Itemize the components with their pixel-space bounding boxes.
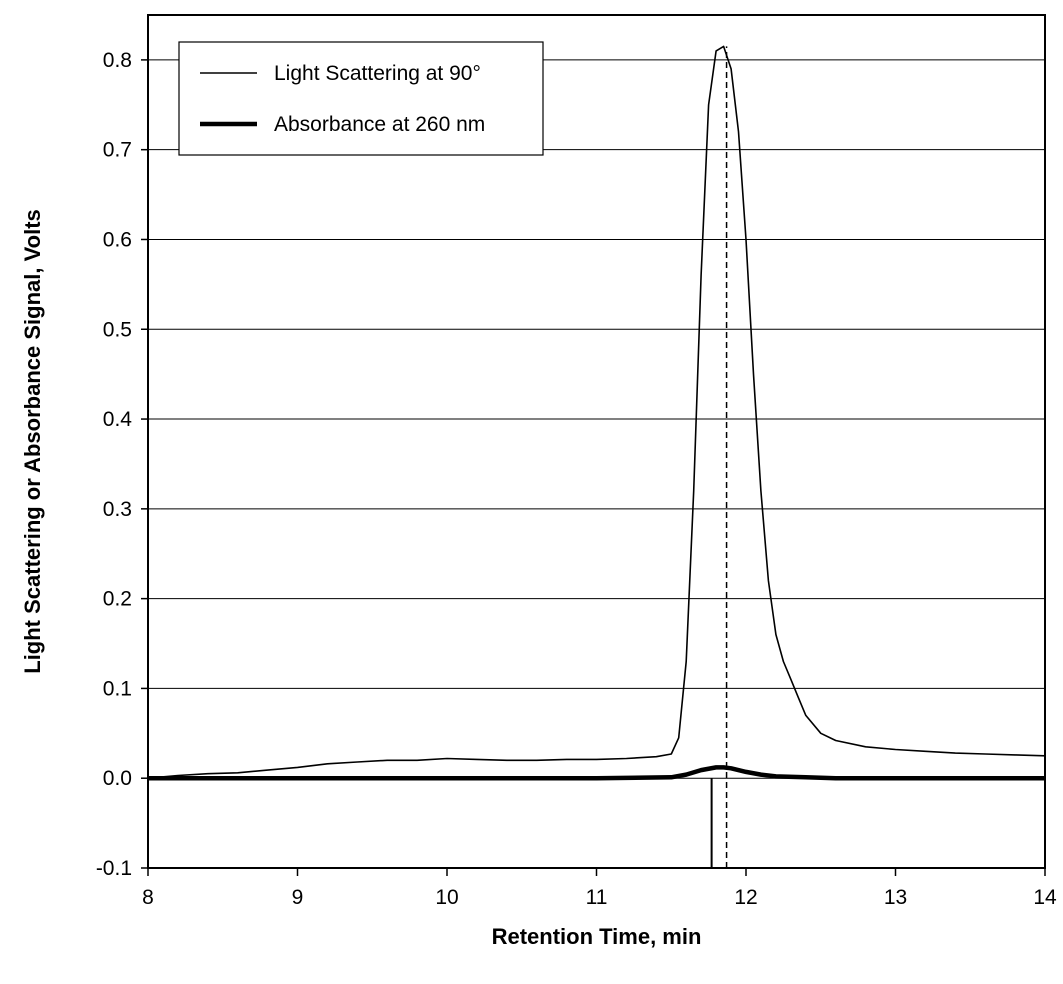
legend-label-light-scattering: Light Scattering at 90° [274,62,481,85]
x-tick-label: 13 [884,886,907,909]
y-tick-label: 0.7 [103,139,132,162]
y-tick-label: 0.3 [103,498,132,521]
gridlines [148,60,1045,868]
series-light-scattering-line [148,46,1045,778]
y-tick-label: 0.4 [103,408,133,431]
y-axis-label: Light Scattering or Absorbance Signal, V… [20,209,45,674]
x-tick-label: 11 [586,886,608,909]
legend: Light Scattering at 90° Absorbance at 26… [179,42,543,155]
y-tick-label: 0.6 [103,228,132,251]
x-tick-label: 10 [435,886,458,909]
x-axis-label: Retention Time, min [492,924,702,949]
y-tick-label: 0.8 [103,49,132,72]
y-tick-label: 0.5 [103,318,132,341]
series-lines [148,46,1045,778]
x-tick-label: 8 [142,886,154,909]
legend-box [179,42,543,155]
y-tick-label: 0.1 [103,677,132,700]
x-tick-label: 14 [1033,886,1057,909]
legend-label-absorbance: Absorbance at 260 nm [274,113,485,136]
y-tick-label: -0.1 [96,857,132,880]
y-tick-label: 0.0 [103,767,132,790]
y-tick-label: 0.2 [103,588,132,611]
x-tick-label: 9 [292,886,304,909]
x-tick-label: 12 [734,886,757,909]
annotations [712,46,727,868]
